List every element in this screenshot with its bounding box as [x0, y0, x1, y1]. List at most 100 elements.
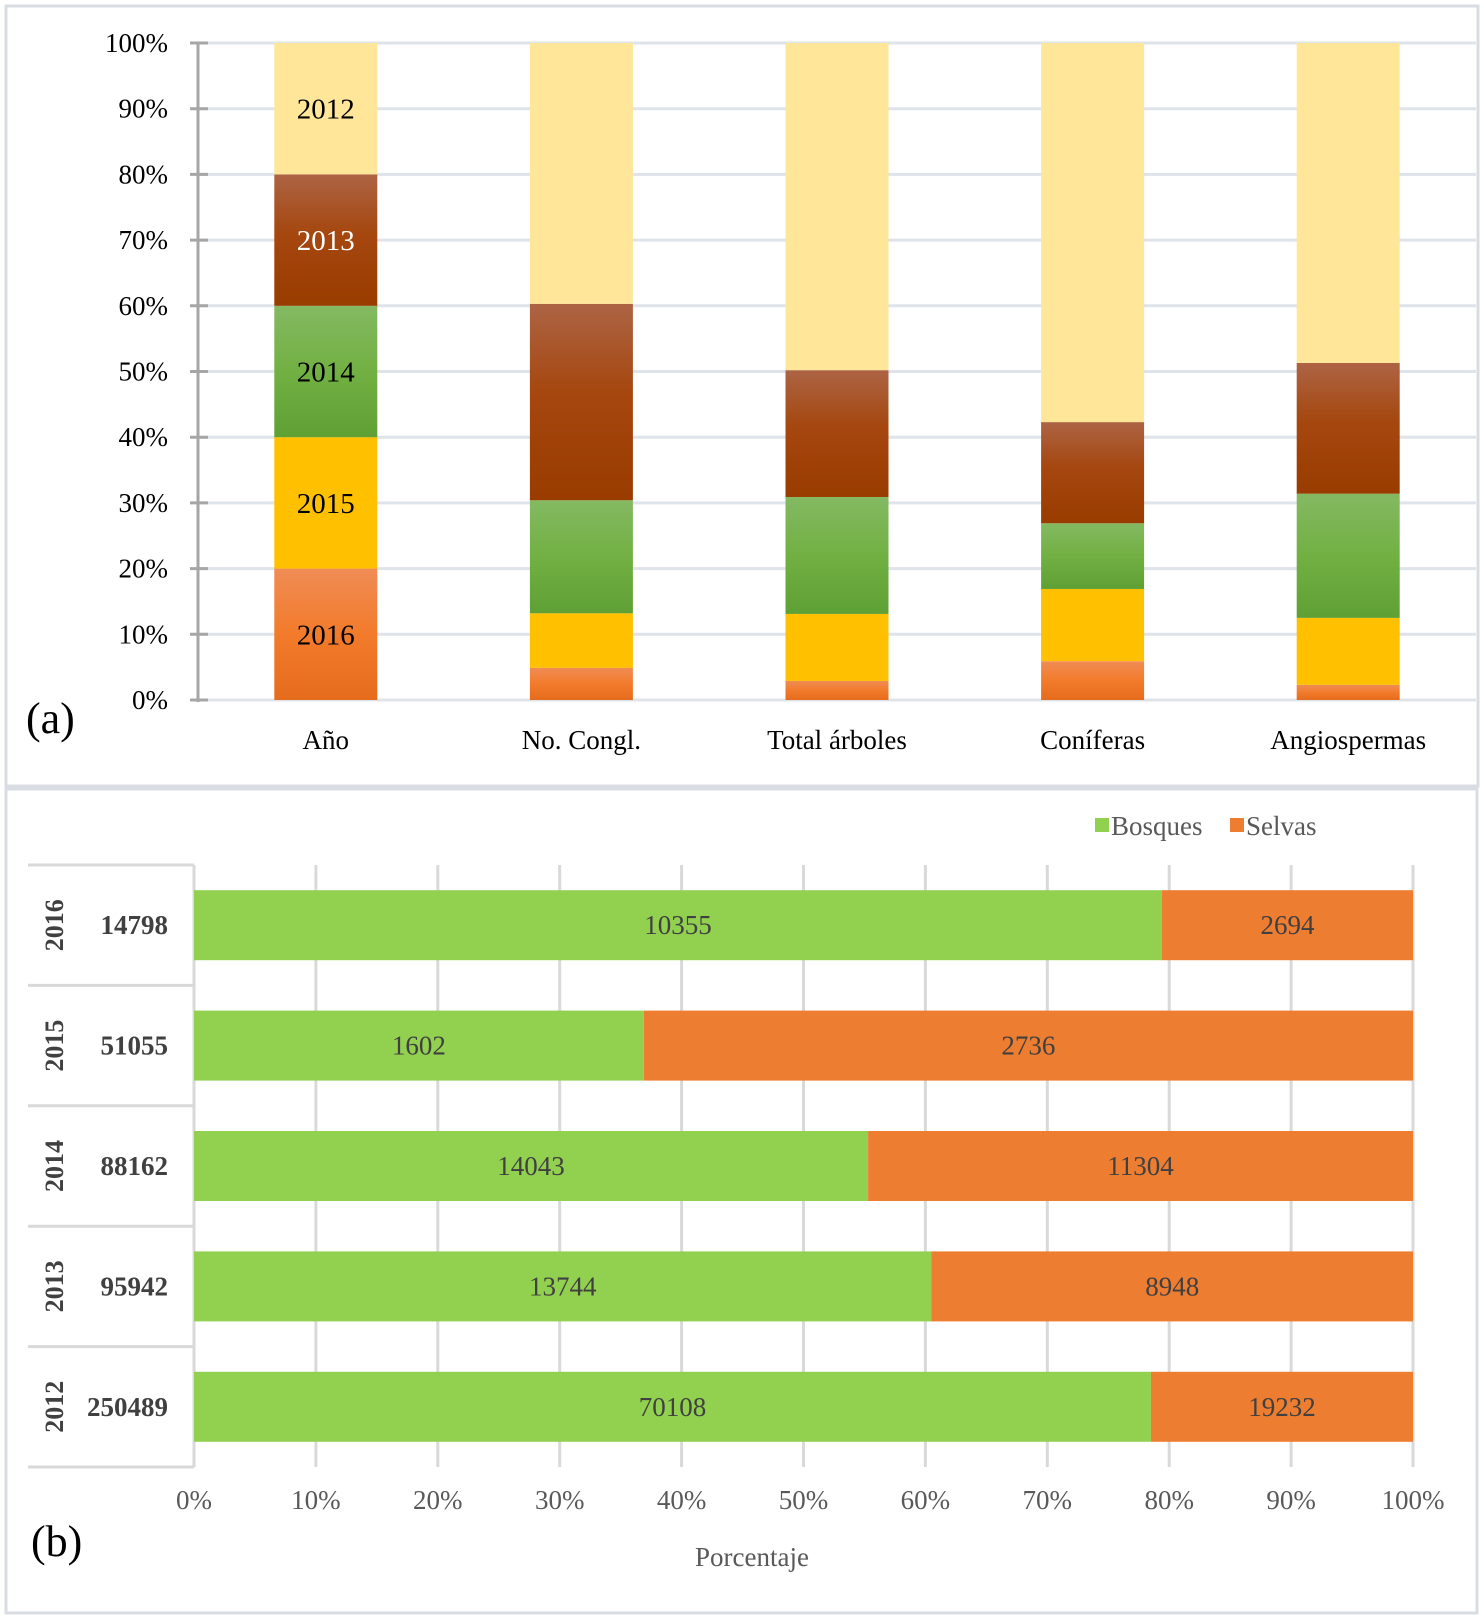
x-tick-label: 30%	[535, 1485, 585, 1515]
bar-value-label: 70108	[639, 1392, 707, 1422]
bar-segment-2014	[529, 500, 633, 614]
y-tick-label: 80%	[119, 159, 169, 189]
x-tick-label: Total árboles	[767, 725, 907, 755]
bar-value-label: 13744	[529, 1271, 597, 1301]
panel-b-tag: (b)	[31, 1517, 82, 1566]
bar-segment-selvas	[643, 1010, 1413, 1081]
row-total-label: 88162	[101, 1151, 169, 1181]
bar-segment-selvas	[931, 1251, 1413, 1322]
bar-segment-2016	[1041, 661, 1145, 700]
bar-segment-2013	[1296, 362, 1400, 494]
legend-label-selvas: Selvas	[1246, 811, 1317, 841]
row-year-label: 2014	[40, 1140, 69, 1192]
bar-value-label: 8948	[1145, 1271, 1199, 1301]
x-tick-label: 0%	[176, 1485, 212, 1515]
bar-segment-bosques	[194, 1010, 644, 1081]
row-year-label: 2015	[40, 1020, 69, 1072]
bar-segment-2013	[274, 174, 378, 306]
bar-segment-2015	[274, 437, 378, 569]
bar-value-label: 14043	[497, 1151, 565, 1181]
row-year-label: 2013	[40, 1260, 69, 1312]
bar-segment-2013	[1041, 422, 1145, 524]
bar-segment-2015	[1296, 617, 1400, 685]
bar-segment-label: 2015	[297, 488, 355, 520]
bar-segment-2015	[529, 613, 633, 668]
row-year-label: 2016	[40, 899, 69, 951]
panel-b-x-tick-labels: 0% 10% 20% 30% 40% 50% 60% 70% 80% 90% 100%	[176, 1485, 1445, 1515]
bar-segment-2013	[529, 303, 633, 501]
bar-segment-2015	[785, 613, 889, 681]
x-tick-label: 70%	[1023, 1485, 1073, 1515]
bar-segment-selvas	[1150, 1371, 1413, 1442]
bar-segment-2014	[785, 496, 889, 614]
legend-swatch-selvas	[1230, 818, 1244, 832]
bar-segment-bosques	[194, 1371, 1151, 1442]
bar-segment-2016	[785, 680, 889, 700]
y-tick-label: 30%	[119, 488, 169, 518]
row-year-label: 2012	[40, 1381, 69, 1433]
bar-value-label: 1602	[392, 1031, 446, 1061]
x-tick-label: 10%	[291, 1485, 341, 1515]
bar-segment-2016	[529, 667, 633, 700]
panel-b-bars: 10355 2694 1602 2736 14043 11304 13744 8948 7010…	[194, 890, 1413, 1442]
panel-a-x-tick-labels: Año No. Congl. Total árboles Coníferas Angio…	[303, 725, 1427, 755]
bar-segment-bosques	[194, 1131, 869, 1201]
legend-swatch-bosques	[1095, 818, 1109, 832]
bar-value-label: 10355	[644, 910, 712, 940]
x-tick-label: No. Congl.	[522, 725, 641, 755]
bar-segment-2016	[1296, 684, 1400, 700]
bar-segment-label: 2016	[297, 619, 355, 651]
y-tick-label: 40%	[119, 422, 169, 452]
bar-segment-bosques	[194, 1251, 932, 1322]
panel-a-y-tick-labels: 0% 10% 20% 30% 40% 50% 60% 70% 80% 90% 100%	[105, 28, 168, 715]
panel-a-tag: (a)	[26, 694, 75, 743]
legend-label-bosques: Bosques	[1111, 811, 1203, 841]
x-tick-label: 20%	[413, 1485, 463, 1515]
bar-segment-2013	[785, 370, 889, 497]
panel-b: Bosques Selvas 2016 14798 2015 51055 2014 8816…	[4, 787, 1479, 1615]
bar-segment-2012	[529, 43, 633, 304]
x-tick-label: Coníferas	[1040, 725, 1145, 755]
panel-b-legend: Bosques Selvas	[1095, 811, 1317, 841]
bar-segment-label: 2012	[297, 94, 355, 126]
bar-segment-label: 2013	[297, 225, 355, 257]
x-tick-label: 40%	[657, 1485, 707, 1515]
row-total-label: 250489	[87, 1392, 168, 1422]
row-total-label: 51055	[101, 1031, 169, 1061]
panel-b-row-table: 2016 14798 2015 51055 2014 88162 2013 95942 2012…	[28, 863, 196, 1469]
bar-segment-selvas	[868, 1131, 1413, 1201]
x-tick-label: 90%	[1266, 1485, 1316, 1515]
y-tick-label: 70%	[119, 225, 169, 255]
x-tick-label: 80%	[1144, 1485, 1194, 1515]
y-tick-label: 50%	[119, 357, 169, 387]
x-tick-label: 100%	[1382, 1485, 1445, 1515]
bar-value-label: 11304	[1107, 1151, 1174, 1181]
bar-value-label: 2694	[1260, 910, 1315, 940]
panel-a-y-axis	[190, 41, 208, 702]
bar-segment-label: 2014	[297, 357, 356, 389]
bar-segment-selvas	[1161, 890, 1413, 961]
row-total-label: 95942	[101, 1271, 169, 1301]
bar-segment-2012	[1296, 43, 1400, 363]
panel-a-bars: 2016 2015 2014 2013 2012	[274, 43, 1400, 700]
y-tick-label: 60%	[119, 291, 169, 321]
bar-segment-2012	[1041, 43, 1145, 423]
y-tick-label: 0%	[132, 685, 168, 715]
x-tick-label: 50%	[779, 1485, 829, 1515]
panel-a-border	[4, 4, 1480, 788]
bar-segment-bosques	[194, 890, 1162, 961]
bar-value-label: 2736	[1001, 1031, 1055, 1061]
bar-segment-2014	[274, 305, 378, 438]
bar-segment-2016	[274, 568, 378, 700]
y-tick-label: 20%	[119, 554, 169, 584]
panel-a: 2016 2015 2014 2013 2012 0% 10% 20% 30% 40% 50% 60…	[4, 4, 1480, 788]
bar-segment-2015	[1041, 588, 1145, 662]
bar-segment-2014	[1041, 523, 1145, 589]
panel-b-x-axis-title: Porcentaje	[695, 1542, 809, 1572]
row-total-label: 14798	[101, 910, 169, 940]
y-tick-label: 100%	[105, 28, 168, 58]
bar-segment-2014	[1296, 493, 1400, 618]
x-tick-label: Angiospermas	[1270, 725, 1426, 755]
y-tick-label: 10%	[119, 619, 169, 649]
